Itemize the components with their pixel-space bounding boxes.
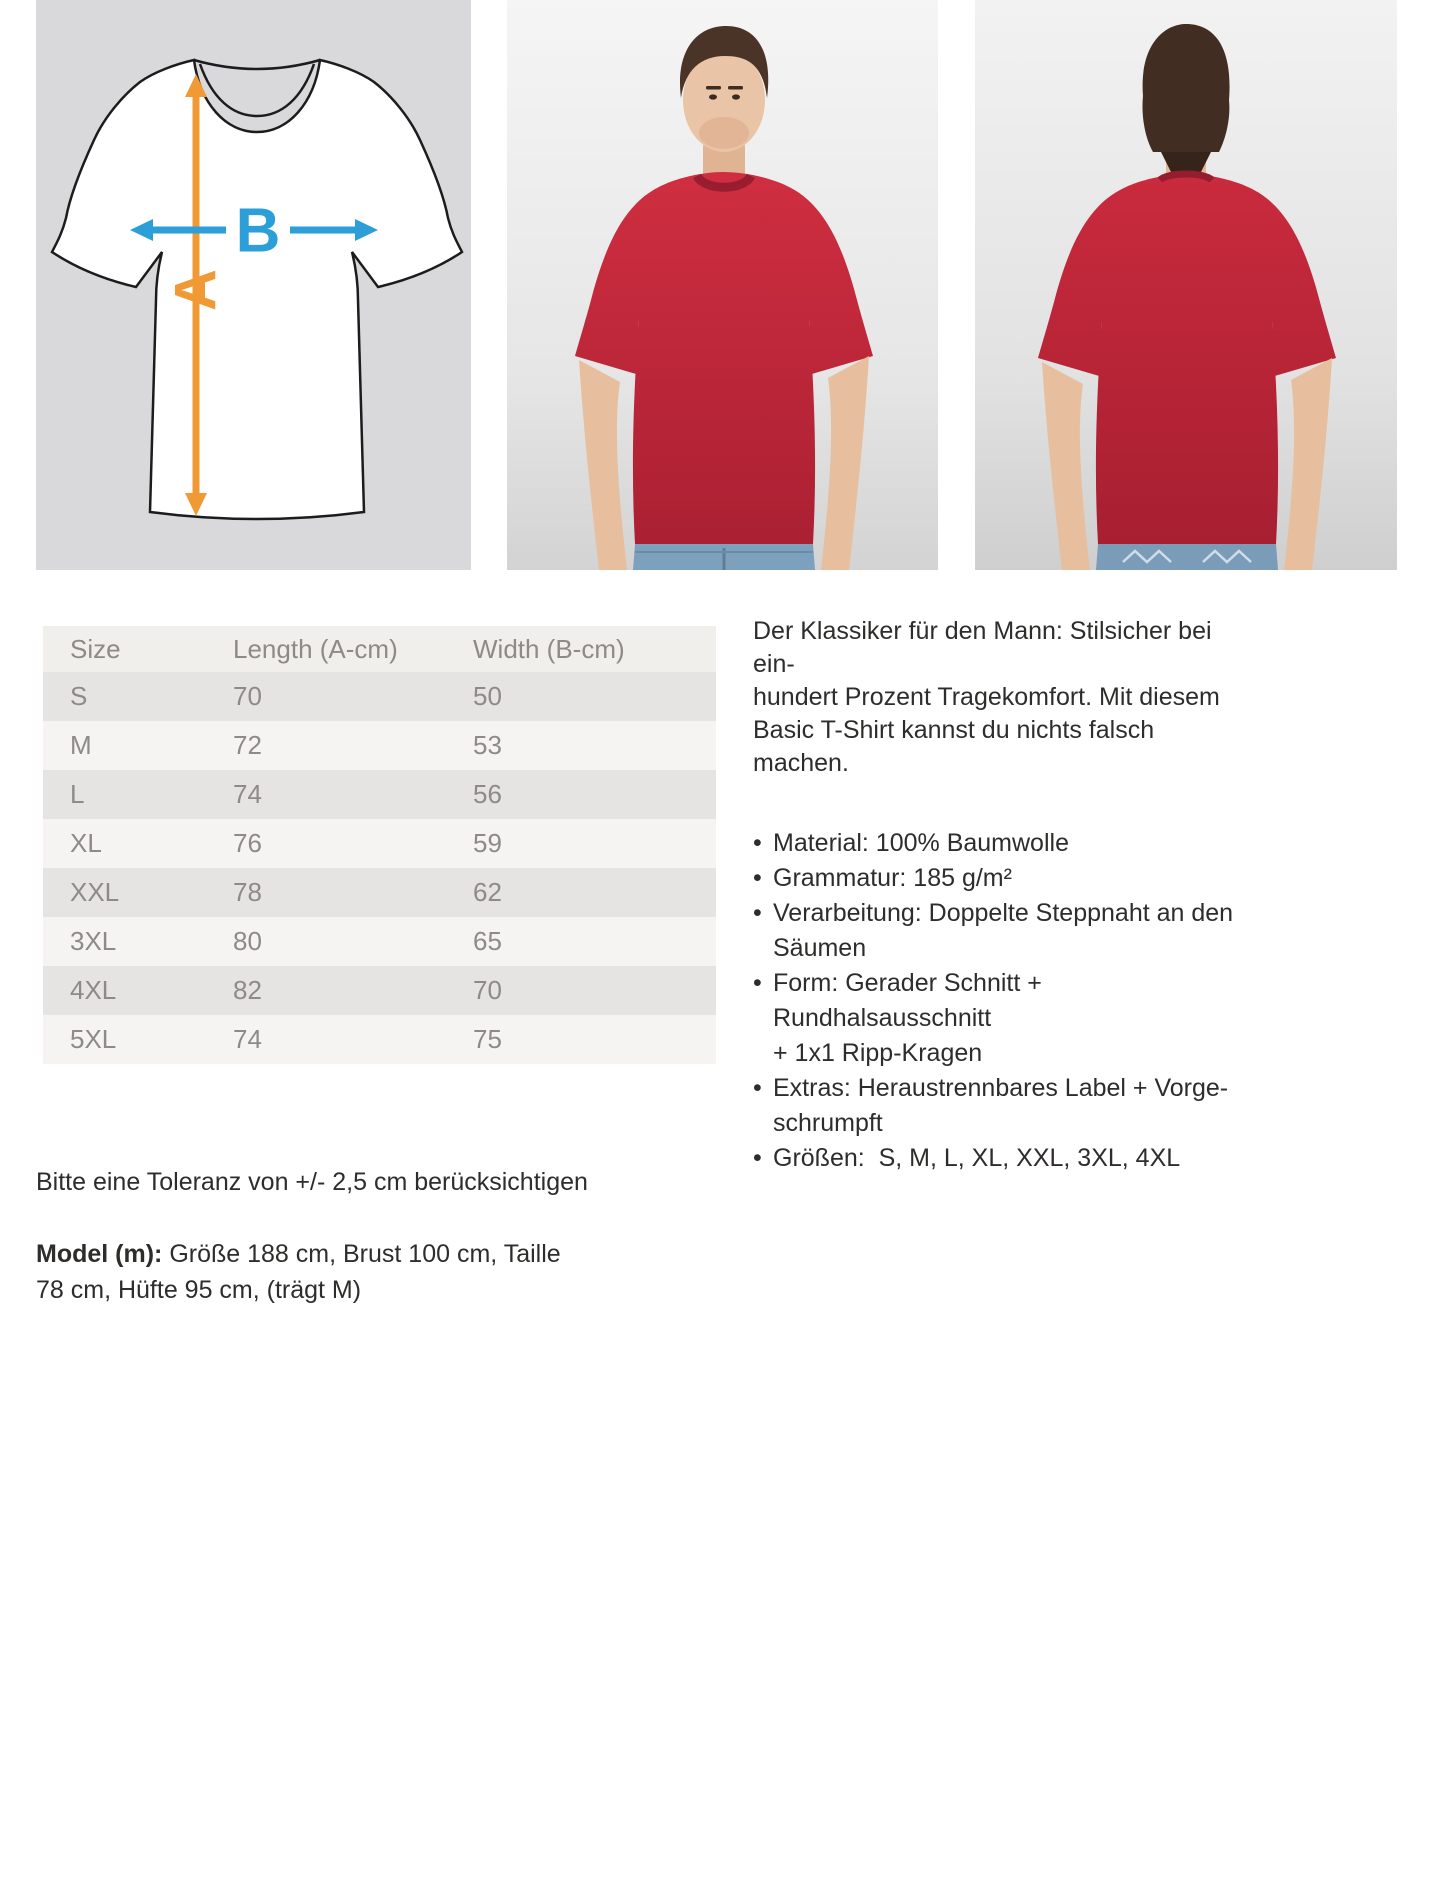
cell-size: L bbox=[70, 779, 85, 809]
arrow-a: A bbox=[164, 74, 229, 516]
model-info-text: Größe 188 cm, Brust 100 cm, Taille 78 cm… bbox=[36, 1240, 561, 1304]
spec-item-form: Form: Gerader Schnitt + Rundhalsausschni… bbox=[753, 966, 1253, 1071]
table-row: XL 76 59 bbox=[43, 819, 716, 868]
left-brow bbox=[706, 86, 721, 90]
arrow-b-label: B bbox=[236, 197, 281, 266]
arrow-a-label: A bbox=[164, 269, 229, 311]
right-eye bbox=[732, 94, 740, 100]
tolerance-note: Bitte eine Toleranz von +/- 2,5 cm berüc… bbox=[36, 1168, 588, 1196]
right-arm bbox=[1284, 358, 1332, 570]
collar-back bbox=[1157, 170, 1215, 183]
spec-item-verarbeitung: Verarbeitung: Doppelte Steppnaht an den … bbox=[753, 896, 1253, 966]
cell-size: S bbox=[70, 681, 88, 711]
cell-length: 82 bbox=[233, 975, 262, 1005]
cell-width: 65 bbox=[473, 926, 502, 956]
collar bbox=[693, 173, 755, 192]
collar-back-line bbox=[193, 58, 321, 71]
tshirt-front bbox=[575, 172, 873, 544]
header-width: Width (B-cm) bbox=[473, 633, 625, 664]
size-diagram-image: A B bbox=[36, 0, 471, 570]
cell-length: 76 bbox=[233, 828, 262, 858]
table-row: 5XL 74 75 bbox=[43, 1015, 716, 1064]
header-length: Length (A-cm) bbox=[233, 633, 398, 664]
model-front-illustration bbox=[507, 0, 938, 570]
right-arm bbox=[821, 356, 869, 570]
size-table-header-row: Size Length (A-cm) Width (B-cm) bbox=[43, 626, 716, 672]
cell-width: 53 bbox=[473, 730, 502, 760]
size-table: Size Length (A-cm) Width (B-cm) S 70 50 … bbox=[43, 626, 716, 1064]
tshirt-outline bbox=[50, 58, 464, 521]
description-intro: Der Klassiker für den Mann: Stilsicher b… bbox=[753, 617, 1220, 777]
left-arm bbox=[1042, 362, 1090, 570]
measurement-notes: Bitte eine Toleranz von +/- 2,5 cm berüc… bbox=[36, 1128, 696, 1344]
model-front-photo bbox=[507, 0, 938, 570]
hair-back bbox=[1142, 24, 1230, 152]
tshirt-measure-diagram: A B bbox=[50, 58, 464, 521]
spec-item-extras: Extras: Heraustrennbares Label + Vorge- … bbox=[753, 1071, 1253, 1141]
beard-shadow bbox=[699, 117, 749, 149]
table-row: M 72 53 bbox=[43, 721, 716, 770]
table-row: L 74 56 bbox=[43, 770, 716, 819]
cell-size: 4XL bbox=[70, 975, 117, 1005]
header-size: Size bbox=[70, 633, 121, 664]
spec-item-grammatur: Grammatur: 185 g/m² bbox=[753, 861, 1253, 896]
spec-list: Material: 100% Baumwolle Grammatur: 185 … bbox=[753, 826, 1253, 1176]
cell-size: XXL bbox=[70, 877, 120, 907]
cell-size: 3XL bbox=[70, 926, 117, 956]
product-description: Der Klassiker für den Mann: Stilsicher b… bbox=[753, 615, 1253, 1176]
cell-size: 5XL bbox=[70, 1024, 117, 1054]
left-arm bbox=[579, 360, 627, 570]
cell-length: 74 bbox=[233, 1024, 262, 1054]
cell-width: 75 bbox=[473, 1024, 502, 1054]
arrow-b: B bbox=[130, 197, 378, 266]
table-row: 3XL 80 65 bbox=[43, 917, 716, 966]
table-row: 4XL 82 70 bbox=[43, 966, 716, 1015]
cell-length: 80 bbox=[233, 926, 262, 956]
cell-length: 74 bbox=[233, 779, 262, 809]
tshirt-back bbox=[1038, 174, 1336, 544]
model-back-photo bbox=[975, 0, 1397, 570]
face bbox=[683, 48, 765, 152]
cell-length: 70 bbox=[233, 681, 262, 711]
collar-inner-line bbox=[198, 63, 316, 118]
table-row: XXL 78 62 bbox=[43, 868, 716, 917]
model-back-illustration bbox=[975, 0, 1397, 570]
left-eye bbox=[709, 94, 717, 100]
cell-length: 72 bbox=[233, 730, 262, 760]
cell-size: M bbox=[70, 730, 92, 760]
cell-size: XL bbox=[70, 828, 102, 858]
right-brow bbox=[728, 86, 743, 90]
cell-width: 62 bbox=[473, 877, 502, 907]
spec-item-groessen: Größen: S, M, L, XL, XXL, 3XL, 4XL bbox=[753, 1141, 1253, 1176]
cell-width: 50 bbox=[473, 681, 502, 711]
jeans bbox=[1096, 544, 1278, 570]
cell-width: 56 bbox=[473, 779, 502, 809]
hair-nape bbox=[1161, 152, 1211, 172]
cell-width: 59 bbox=[473, 828, 502, 858]
pocket-stitch-right bbox=[1202, 549, 1252, 564]
cell-length: 78 bbox=[233, 877, 262, 907]
cell-width: 70 bbox=[473, 975, 502, 1005]
table-row: S 70 50 bbox=[43, 672, 716, 721]
pocket-stitch-left bbox=[1122, 549, 1172, 564]
hair bbox=[680, 26, 769, 98]
spec-item-material: Material: 100% Baumwolle bbox=[753, 826, 1253, 861]
model-info: Model (m): Größe 188 cm, Brust 100 cm, T… bbox=[36, 1236, 696, 1308]
model-info-label: Model (m): bbox=[36, 1240, 163, 1268]
